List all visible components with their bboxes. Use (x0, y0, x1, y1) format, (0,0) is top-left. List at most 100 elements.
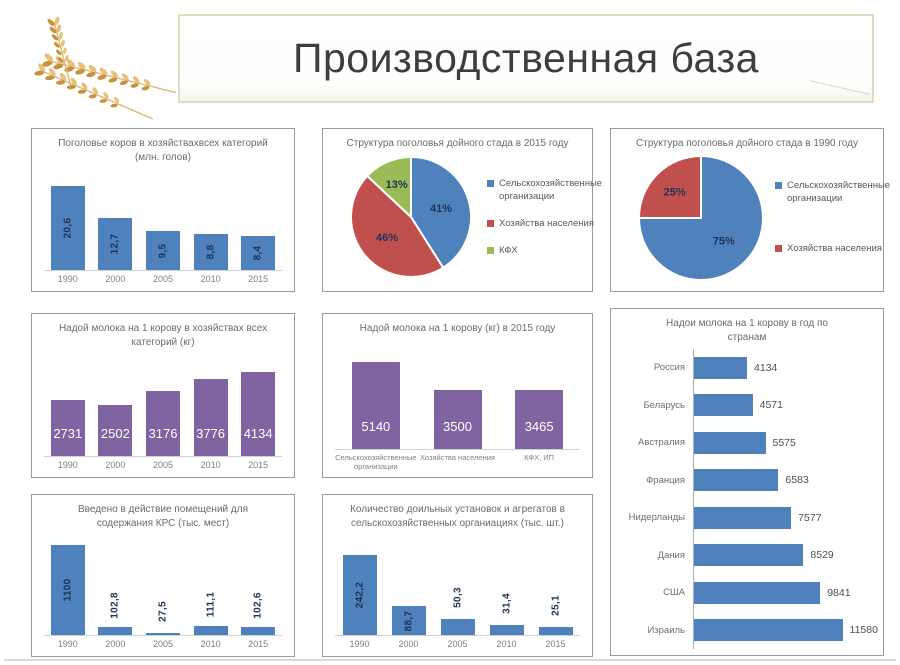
bar (241, 626, 276, 636)
chart-title: Введено в действие помещений для содержа… (77, 504, 248, 529)
chart-title: Надои молока на 1 корову в год по страна… (666, 318, 828, 343)
category-label: Хозяйства населения (420, 453, 495, 462)
bar (440, 618, 475, 636)
x-axis-line (335, 635, 580, 637)
chart-title: Структура поголовья дойного стада в 2015… (346, 138, 569, 149)
bar-chart-plot: 2731 2502 3176 3776 4134 1990 2000 2005 2010 2015 (44, 350, 282, 471)
category-label: 1990 (349, 639, 370, 650)
category-label: Дания (657, 549, 685, 561)
bar: 2731 (50, 400, 85, 457)
legend-marker (775, 182, 782, 190)
x-axis-line (44, 456, 282, 458)
wheat-ears-icon (34, 16, 185, 120)
bar-column: 3465 (498, 359, 580, 449)
bar: 3500 (433, 389, 482, 449)
pie-percent-label: 75% (713, 236, 735, 248)
bar-value-label: 3176 (148, 426, 178, 442)
chart-card-milk-yield-2015: Надой молока на 1 корову (кг) в 2015 год… (322, 313, 593, 478)
pie-slice (350, 174, 445, 278)
category-label: Израиль (647, 624, 685, 636)
bar (538, 626, 573, 636)
slide-title: Производственная база (293, 35, 759, 81)
category-label: 2015 (248, 460, 269, 471)
bar-chart-plot: 242,2 88,7 50,3 31,4 25,1 1990 2000 2005 2010 201… (335, 531, 580, 650)
category-label: 2000 (105, 460, 126, 471)
pie-graphic: 41% 46% 13% (350, 156, 472, 278)
bar (694, 431, 766, 454)
legend-item: Хозяйства населения (775, 243, 890, 255)
bar-track: 7577 (693, 499, 871, 537)
bar-value-label: 3500 (443, 419, 472, 434)
bar (694, 581, 821, 604)
bar: 3465 (515, 390, 564, 449)
category-label: 2005 (152, 639, 173, 650)
bar-value-label: 4134 (754, 361, 778, 374)
bar-track: 11580 (693, 611, 878, 649)
chart-title: Надой молока на 1 корову в хозяйствах вс… (58, 323, 268, 348)
pie-slice (366, 156, 412, 218)
bar-value-label: 12,7 (109, 233, 121, 255)
category-label: 2005 (447, 639, 468, 650)
category-label: 2010 (200, 639, 221, 650)
category-label: 1990 (57, 460, 78, 471)
bar-row: Нидерланды 7577 (623, 499, 871, 537)
bar (694, 544, 804, 567)
bar: 3776 (193, 378, 228, 457)
bar-value-label: 27,5 (157, 601, 169, 622)
bar-chart-plot: 20,6 12,7 9,5 8,8 8,4 1990 2000 2005 2010 2015 (44, 165, 282, 285)
bar-column: 2731 (44, 366, 92, 457)
bar (98, 626, 133, 636)
slide-edge-line (4, 659, 896, 661)
bar (489, 624, 524, 636)
legend-marker (487, 247, 494, 255)
category-label: 2000 (398, 639, 419, 650)
legend-label: Хозяйства населения (499, 218, 594, 229)
bar-value-label: 3776 (196, 426, 226, 442)
category-label: 2015 (545, 639, 566, 650)
bar-column: 3776 (187, 366, 235, 457)
pie-percent-label: 46% (376, 232, 398, 244)
chart-title: Количество доильных установок и агрегато… (350, 504, 565, 529)
bar-value-label: 8,8 (205, 244, 217, 260)
legend-marker (487, 220, 494, 227)
legend-label: Сельскохозяйственные организации (499, 178, 603, 202)
category-label: Нидерланды (628, 512, 685, 524)
category-axis: 1990 2000 2005 2010 2015 (44, 274, 282, 285)
pie-chart-plot: 75% 25% Сельскохозяйственные организации Хо… (623, 151, 890, 285)
pie-slice (638, 155, 702, 219)
bar: 4134 (241, 371, 276, 457)
category-label: 2010 (200, 274, 221, 285)
bar-column: 9,5 (139, 182, 187, 271)
chart-card-milk-yield-by-country: Надои молока на 1 корову в год по страна… (610, 308, 884, 656)
legend-label: Сельскохозяйственные организации (787, 180, 891, 204)
bar (694, 394, 753, 417)
category-label: 2005 (152, 460, 173, 471)
chart-card-cow-population: Поголовье коров в хозяйствахвсех категор… (31, 128, 295, 292)
pie-percent-label: 41% (430, 203, 452, 215)
bar-value-label: 102,8 (109, 591, 121, 619)
bar-column: 8,8 (187, 182, 235, 271)
bar-column: 111,1 (187, 541, 235, 636)
category-label: 2010 (200, 460, 221, 471)
category-axis: 1990 2000 2005 2010 2015 (44, 639, 282, 650)
bars-area: 2731 2502 3176 3776 4134 (44, 366, 282, 457)
bar-row: Австралия 5575 (623, 424, 871, 462)
category-label: Франция (646, 474, 685, 486)
pie-percent-label: 13% (386, 179, 408, 191)
slide-title-box: Производственная база (178, 14, 874, 103)
bar-value-label: 25,1 (550, 595, 561, 616)
page-curl-line (809, 80, 871, 95)
bar-track: 4134 (693, 349, 871, 387)
bar (193, 626, 228, 636)
bar: 12,7 (98, 218, 133, 271)
x-axis-line (335, 449, 580, 450)
legend-marker (775, 245, 782, 253)
category-label: Беларусь (643, 399, 685, 411)
bar-value-label: 11580 (849, 624, 878, 637)
legend-item: Сельскохозяйственные организации (487, 178, 602, 203)
legend-label: Хозяйства населения (787, 243, 882, 255)
bar: 5140 (351, 361, 400, 449)
category-label: 2010 (496, 639, 517, 650)
bar-column: 12,7 (92, 182, 140, 271)
bar-row: Беларусь 4571 (623, 386, 871, 424)
